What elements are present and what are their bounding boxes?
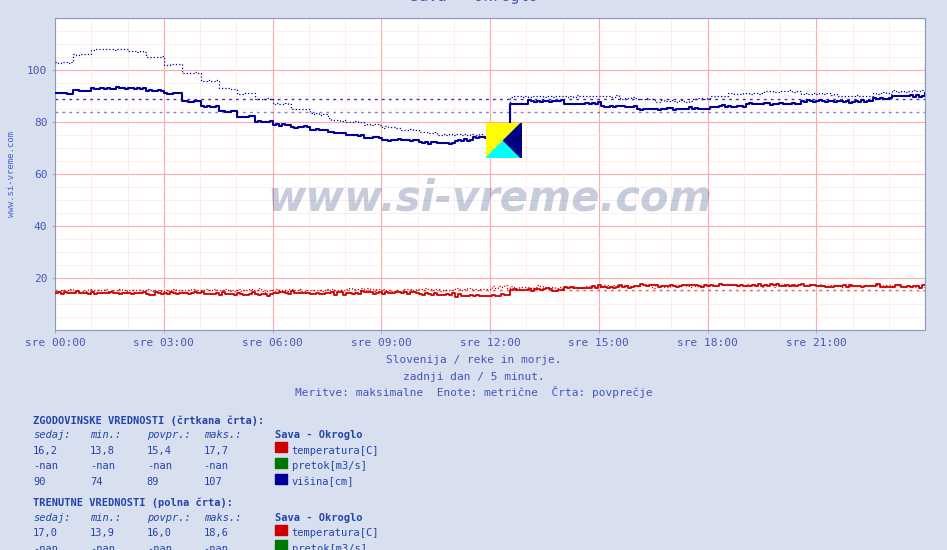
Text: 13,8: 13,8 xyxy=(90,446,115,456)
Text: pretok[m3/s]: pretok[m3/s] xyxy=(292,544,366,550)
Text: 13,9: 13,9 xyxy=(90,529,115,538)
Text: ZGODOVINSKE VREDNOSTI (črtkana črta):: ZGODOVINSKE VREDNOSTI (črtkana črta): xyxy=(33,415,264,426)
Text: povpr.:: povpr.: xyxy=(147,513,190,522)
Text: -nan: -nan xyxy=(33,544,58,550)
Text: 74: 74 xyxy=(90,477,102,487)
Text: -nan: -nan xyxy=(90,544,115,550)
Text: -nan: -nan xyxy=(90,461,115,471)
Text: 16,0: 16,0 xyxy=(147,529,171,538)
Text: sedaj:: sedaj: xyxy=(33,430,71,440)
Text: pretok[m3/s]: pretok[m3/s] xyxy=(292,461,366,471)
Text: min.:: min.: xyxy=(90,430,121,440)
Text: Sava - Okroglo: Sava - Okroglo xyxy=(275,513,362,522)
Polygon shape xyxy=(486,123,522,158)
Text: Meritve: maksimalne  Enote: metrične  Črta: povprečje: Meritve: maksimalne Enote: metrične Črta… xyxy=(295,386,652,398)
Text: Slovenija / reke in morje.: Slovenija / reke in morje. xyxy=(385,355,562,365)
Text: -nan: -nan xyxy=(147,461,171,471)
Text: 16,2: 16,2 xyxy=(33,446,58,456)
Text: zadnji dan / 5 minut.: zadnji dan / 5 minut. xyxy=(402,371,545,382)
Text: maks.:: maks.: xyxy=(204,513,241,522)
Text: Sava - Okroglo: Sava - Okroglo xyxy=(410,0,537,4)
Text: -nan: -nan xyxy=(204,544,228,550)
Text: 15,4: 15,4 xyxy=(147,446,171,456)
Polygon shape xyxy=(504,123,522,158)
Text: Sava - Okroglo: Sava - Okroglo xyxy=(275,430,362,440)
Text: 90: 90 xyxy=(33,477,45,487)
Text: temperatura[C]: temperatura[C] xyxy=(292,446,379,456)
Text: višina[cm]: višina[cm] xyxy=(292,477,354,487)
Text: sedaj:: sedaj: xyxy=(33,513,71,522)
Polygon shape xyxy=(486,123,522,158)
Text: www.si-vreme.com: www.si-vreme.com xyxy=(7,131,16,217)
Text: maks.:: maks.: xyxy=(204,430,241,440)
Text: www.si-vreme.com: www.si-vreme.com xyxy=(267,178,712,220)
Text: -nan: -nan xyxy=(147,544,171,550)
Text: 107: 107 xyxy=(204,477,223,487)
Text: 17,0: 17,0 xyxy=(33,529,58,538)
Text: -nan: -nan xyxy=(33,461,58,471)
Text: temperatura[C]: temperatura[C] xyxy=(292,529,379,538)
Text: 17,7: 17,7 xyxy=(204,446,228,456)
Text: min.:: min.: xyxy=(90,513,121,522)
Text: TRENUTNE VREDNOSTI (polna črta):: TRENUTNE VREDNOSTI (polna črta): xyxy=(33,498,233,508)
Text: 89: 89 xyxy=(147,477,159,487)
Text: -nan: -nan xyxy=(204,461,228,471)
Text: povpr.:: povpr.: xyxy=(147,430,190,440)
Text: 18,6: 18,6 xyxy=(204,529,228,538)
